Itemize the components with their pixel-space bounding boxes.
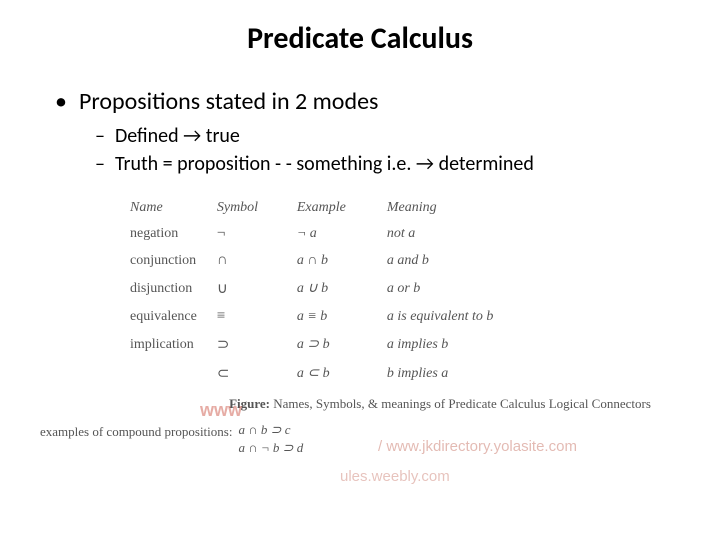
table-row: ⊂ a ⊂ b b implies a	[130, 359, 513, 388]
cell-name: disjunction	[130, 274, 217, 303]
table-body: negation ¬ ¬ a not a conjunction ∩ a ∩ b…	[130, 220, 513, 388]
cell-name: equivalence	[130, 303, 217, 330]
cell-symbol: ∩	[217, 247, 297, 274]
figure-caption-bold: Figure:	[229, 396, 270, 411]
cell-example: ¬ a	[297, 220, 387, 247]
cell-meaning: b implies a	[387, 359, 514, 388]
sub-bullet-2: Truth = proposition - - something i.e. →…	[95, 152, 690, 176]
cell-name: implication	[130, 330, 217, 359]
col-example: Example	[297, 196, 387, 220]
cell-name: conjunction	[130, 247, 217, 274]
connectors-table: Name Symbol Example Meaning negation ¬ ¬…	[130, 196, 513, 388]
figure-caption-text: Names, Symbols, & meanings of Predicate …	[270, 396, 651, 411]
col-meaning: Meaning	[387, 196, 514, 220]
cell-symbol: ∪	[217, 274, 297, 303]
cell-name	[130, 359, 217, 388]
examples-label: examples of compound propositions:	[40, 422, 232, 440]
cell-example: a ⊃ b	[297, 330, 387, 359]
cell-symbol: ⊃	[217, 330, 297, 359]
col-name: Name	[130, 196, 217, 220]
table-header-row: Name Symbol Example Meaning	[130, 196, 513, 220]
example-prop-2: a ∩ ¬ b ⊃ d	[238, 440, 303, 456]
cell-symbol: ⊂	[217, 359, 297, 388]
main-bullet: Propositions stated in 2 modes	[55, 87, 690, 116]
watermark-text: ules.weebly.com	[340, 468, 450, 485]
compound-examples: examples of compound propositions: a ∩ b…	[40, 422, 690, 458]
table-row: implication ⊃ a ⊃ b a implies b	[130, 330, 513, 359]
figure-caption: Figure: Names, Symbols, & meanings of Pr…	[190, 396, 690, 412]
sub-bullet-1: Defined → true	[95, 124, 690, 148]
cell-example: a ⊂ b	[297, 359, 387, 388]
cell-name: negation	[130, 220, 217, 247]
cell-symbol: ≡	[217, 303, 297, 330]
cell-example: a ≡ b	[297, 303, 387, 330]
cell-example: a ∪ b	[297, 274, 387, 303]
cell-symbol: ¬	[217, 220, 297, 247]
col-symbol: Symbol	[217, 196, 297, 220]
example-prop-1: a ∩ b ⊃ c	[238, 422, 303, 438]
table-row: negation ¬ ¬ a not a	[130, 220, 513, 247]
cell-meaning: a is equivalent to b	[387, 303, 514, 330]
table-row: conjunction ∩ a ∩ b a and b	[130, 247, 513, 274]
table-row: equivalence ≡ a ≡ b a is equivalent to b	[130, 303, 513, 330]
cell-example: a ∩ b	[297, 247, 387, 274]
table-row: disjunction ∪ a ∪ b a or b	[130, 274, 513, 303]
examples-props: a ∩ b ⊃ c a ∩ ¬ b ⊃ d	[238, 422, 303, 458]
cell-meaning: a implies b	[387, 330, 514, 359]
cell-meaning: a and b	[387, 247, 514, 274]
cell-meaning: not a	[387, 220, 514, 247]
page-title: Predicate Calculus	[30, 20, 690, 57]
connectors-table-wrap: Name Symbol Example Meaning negation ¬ ¬…	[130, 196, 690, 412]
cell-meaning: a or b	[387, 274, 514, 303]
